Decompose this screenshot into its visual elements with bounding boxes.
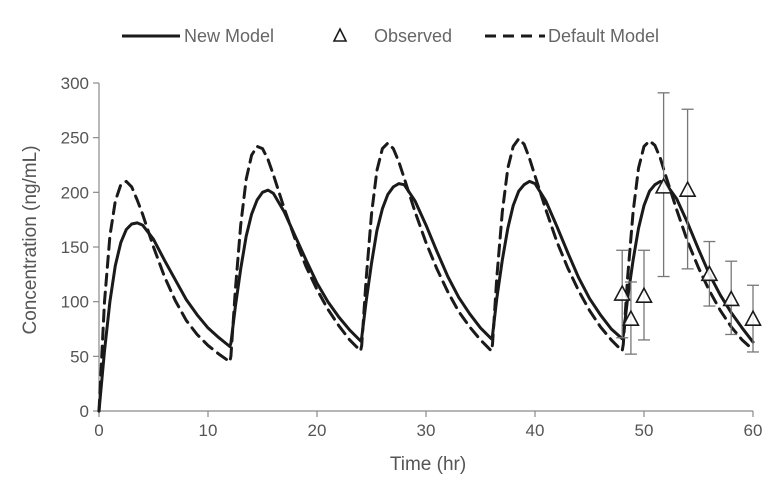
observed-point xyxy=(635,286,653,304)
observed-point xyxy=(700,264,719,282)
x-tick-label: 30 xyxy=(417,421,436,440)
series-line-new-model xyxy=(97,179,755,413)
y-tick-label: 150 xyxy=(61,238,89,257)
observed-point xyxy=(654,177,673,194)
x-tick-label: 10 xyxy=(199,421,218,440)
y-tick-label: 300 xyxy=(61,74,89,93)
legend-default-model-label: Default Model xyxy=(548,26,659,46)
x-axis-title: Time (hr) xyxy=(390,454,466,475)
legend: New Model Observed Default Model xyxy=(122,26,659,46)
x-tick-label: 20 xyxy=(308,421,327,440)
observed-point xyxy=(678,180,697,197)
legend-new-model-label: New Model xyxy=(184,26,274,46)
observed-point xyxy=(722,289,741,307)
y-axis-ticks: 0 50 100 150 200 250 300 xyxy=(61,74,99,421)
y-tick-label: 100 xyxy=(61,293,89,312)
y-tick-label: 50 xyxy=(70,347,89,366)
y-tick-label: 200 xyxy=(61,183,89,202)
observed-point xyxy=(622,309,640,326)
series-layer xyxy=(97,137,755,413)
y-axis-title: Concentration (ng/mL) xyxy=(20,145,41,334)
x-axis-ticks: 0 10 20 30 40 50 60 xyxy=(94,411,762,440)
series-line-default-model xyxy=(97,137,755,413)
y-tick-label: 0 xyxy=(80,402,89,421)
x-tick-label: 60 xyxy=(744,421,763,440)
observed-point xyxy=(613,284,632,301)
legend-observed-label: Observed xyxy=(374,26,452,46)
x-tick-label: 0 xyxy=(94,421,103,440)
x-tick-label: 40 xyxy=(526,421,545,440)
observed-point xyxy=(744,309,762,326)
legend-observed-marker xyxy=(332,27,348,42)
y-tick-label: 250 xyxy=(61,129,89,148)
x-tick-label: 50 xyxy=(635,421,654,440)
observed-layer xyxy=(613,92,762,355)
